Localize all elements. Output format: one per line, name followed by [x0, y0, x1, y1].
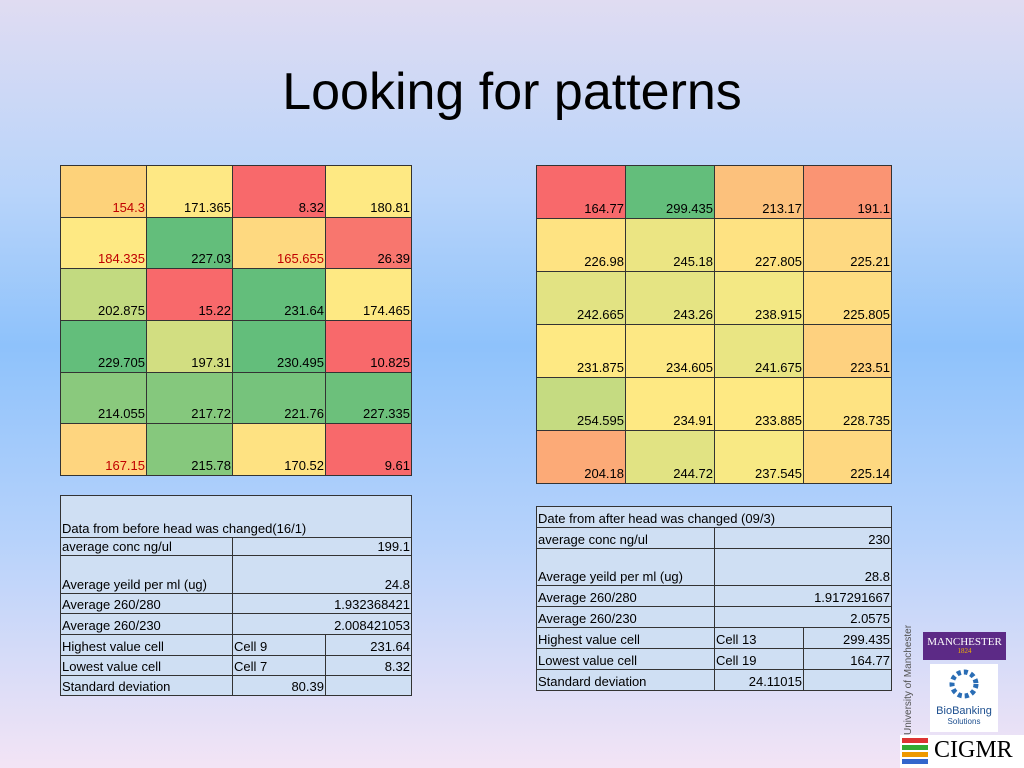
stats-value: 24.8	[232, 555, 412, 594]
heat-cell: 197.31	[146, 320, 233, 373]
stats-label: Average 260/280	[536, 585, 715, 607]
manchester-year: 1824	[957, 647, 972, 655]
heat-cell: 217.72	[146, 371, 233, 425]
stats-value: 28.8	[714, 548, 892, 586]
stats-cell: Cell 13	[714, 627, 804, 649]
stats-empty	[803, 669, 892, 691]
biobanking-logo: BioBanking Solutions	[930, 664, 998, 732]
stats-label: average conc ng/ul	[536, 527, 715, 549]
stats-value: 230	[714, 527, 892, 549]
heat-cell: 254.595	[536, 377, 626, 431]
stats-label: Highest value cell	[536, 627, 715, 649]
stats-value: 199.1	[232, 537, 412, 556]
heat-cell: 165.655	[232, 216, 326, 270]
heat-cell: 234.605	[625, 324, 715, 378]
stats-caption: Data from before head was changed(16/1)	[60, 495, 412, 538]
heat-cell: 227.805	[714, 218, 804, 272]
manchester-text: MANCHESTER	[927, 636, 1002, 648]
heat-cell: 233.885	[714, 377, 804, 431]
stats-label: Lowest value cell	[60, 655, 233, 676]
heat-cell: 174.465	[325, 268, 412, 321]
heat-cell: 8.32	[232, 165, 326, 218]
heat-cell: 225.21	[803, 218, 892, 272]
biobanking-text: BioBanking	[936, 705, 992, 717]
heat-cell: 243.26	[625, 271, 715, 325]
heat-cell: 180.81	[325, 165, 412, 218]
heat-cell: 228.735	[803, 377, 892, 431]
heat-cell: 227.03	[146, 216, 233, 270]
heat-cell: 231.875	[536, 324, 626, 378]
heat-cell: 223.51	[803, 324, 892, 378]
heat-cell: 26.39	[325, 216, 412, 270]
heat-cell: 202.875	[60, 268, 147, 321]
stats-value: 1.932368421	[232, 593, 412, 614]
heat-cell: 227.335	[325, 371, 412, 425]
heat-cell: 234.91	[625, 377, 715, 431]
heat-cell: 191.1	[803, 165, 892, 219]
stats-label: Standard deviation	[536, 669, 715, 691]
heat-cell: 225.14	[803, 430, 892, 484]
heat-cell: 170.52	[232, 423, 326, 476]
cigmr-icon	[902, 738, 928, 764]
stats-caption: Date from after head was changed (09/3)	[536, 506, 892, 528]
stats-label: average conc ng/ul	[60, 537, 233, 556]
heat-cell: 214.055	[60, 371, 147, 425]
stats-value: 8.32	[325, 655, 412, 676]
stats-label: Average yeild per ml (ug)	[536, 548, 715, 586]
heat-cell: 299.435	[625, 165, 715, 219]
manchester-logo: MANCHESTER 1824	[923, 632, 1006, 660]
stats-cell: Cell 9	[232, 634, 326, 656]
heat-cell: 9.61	[325, 423, 412, 476]
heat-cell: 171.365	[146, 165, 233, 218]
stats-value: 164.77	[803, 648, 892, 670]
heat-cell: 237.545	[714, 430, 804, 484]
stats-cell: 80.39	[232, 675, 326, 696]
stats-value: 2.008421053	[232, 613, 412, 635]
stats-value: 231.64	[325, 634, 412, 656]
stats-label: Average 260/230	[536, 606, 715, 628]
stats-cell: Cell 7	[232, 655, 326, 676]
stats-cell: Cell 19	[714, 648, 804, 670]
heat-cell: 164.77	[536, 165, 626, 219]
heat-cell: 204.18	[536, 430, 626, 484]
heat-cell: 231.64	[232, 268, 326, 321]
heat-cell: 230.495	[232, 320, 326, 373]
stats-label: Average 260/280	[60, 593, 233, 614]
stats-value: 299.435	[803, 627, 892, 649]
heat-cell: 10.825	[325, 320, 412, 373]
heat-cell: 167.15	[60, 423, 147, 476]
biobanking-sub: Solutions	[947, 717, 981, 726]
stats-label: Lowest value cell	[536, 648, 715, 670]
stats-cell: 24.11015	[714, 669, 804, 691]
heat-cell: 245.18	[625, 218, 715, 272]
heat-cell: 15.22	[146, 268, 233, 321]
stats-value: 1.917291667	[714, 585, 892, 607]
stats-label: Highest value cell	[60, 634, 233, 656]
stats-value: 2.0575	[714, 606, 892, 628]
heat-cell: 225.805	[803, 271, 892, 325]
heat-cell: 184.335	[60, 216, 147, 270]
heat-cell: 229.705	[60, 320, 147, 373]
heat-cell: 241.675	[714, 324, 804, 378]
cigmr-logo: CIGMR	[900, 735, 1024, 768]
heat-cell: 215.78	[146, 423, 233, 476]
heat-cell: 226.98	[536, 218, 626, 272]
cigmr-text: CIGMR	[934, 737, 1013, 763]
stats-label: Average 260/230	[60, 613, 233, 635]
heat-cell: 154.3	[60, 165, 147, 218]
slide-title: Looking for patterns	[282, 63, 742, 121]
stats-label: Average yeild per ml (ug)	[60, 555, 233, 594]
biobanking-icon	[949, 669, 979, 699]
heat-cell: 242.665	[536, 271, 626, 325]
stats-empty	[325, 675, 412, 696]
stats-label: Standard deviation	[60, 675, 233, 696]
heat-cell: 221.76	[232, 371, 326, 425]
heat-cell: 213.17	[714, 165, 804, 219]
heat-cell: 244.72	[625, 430, 715, 484]
heat-cell: 238.915	[714, 271, 804, 325]
